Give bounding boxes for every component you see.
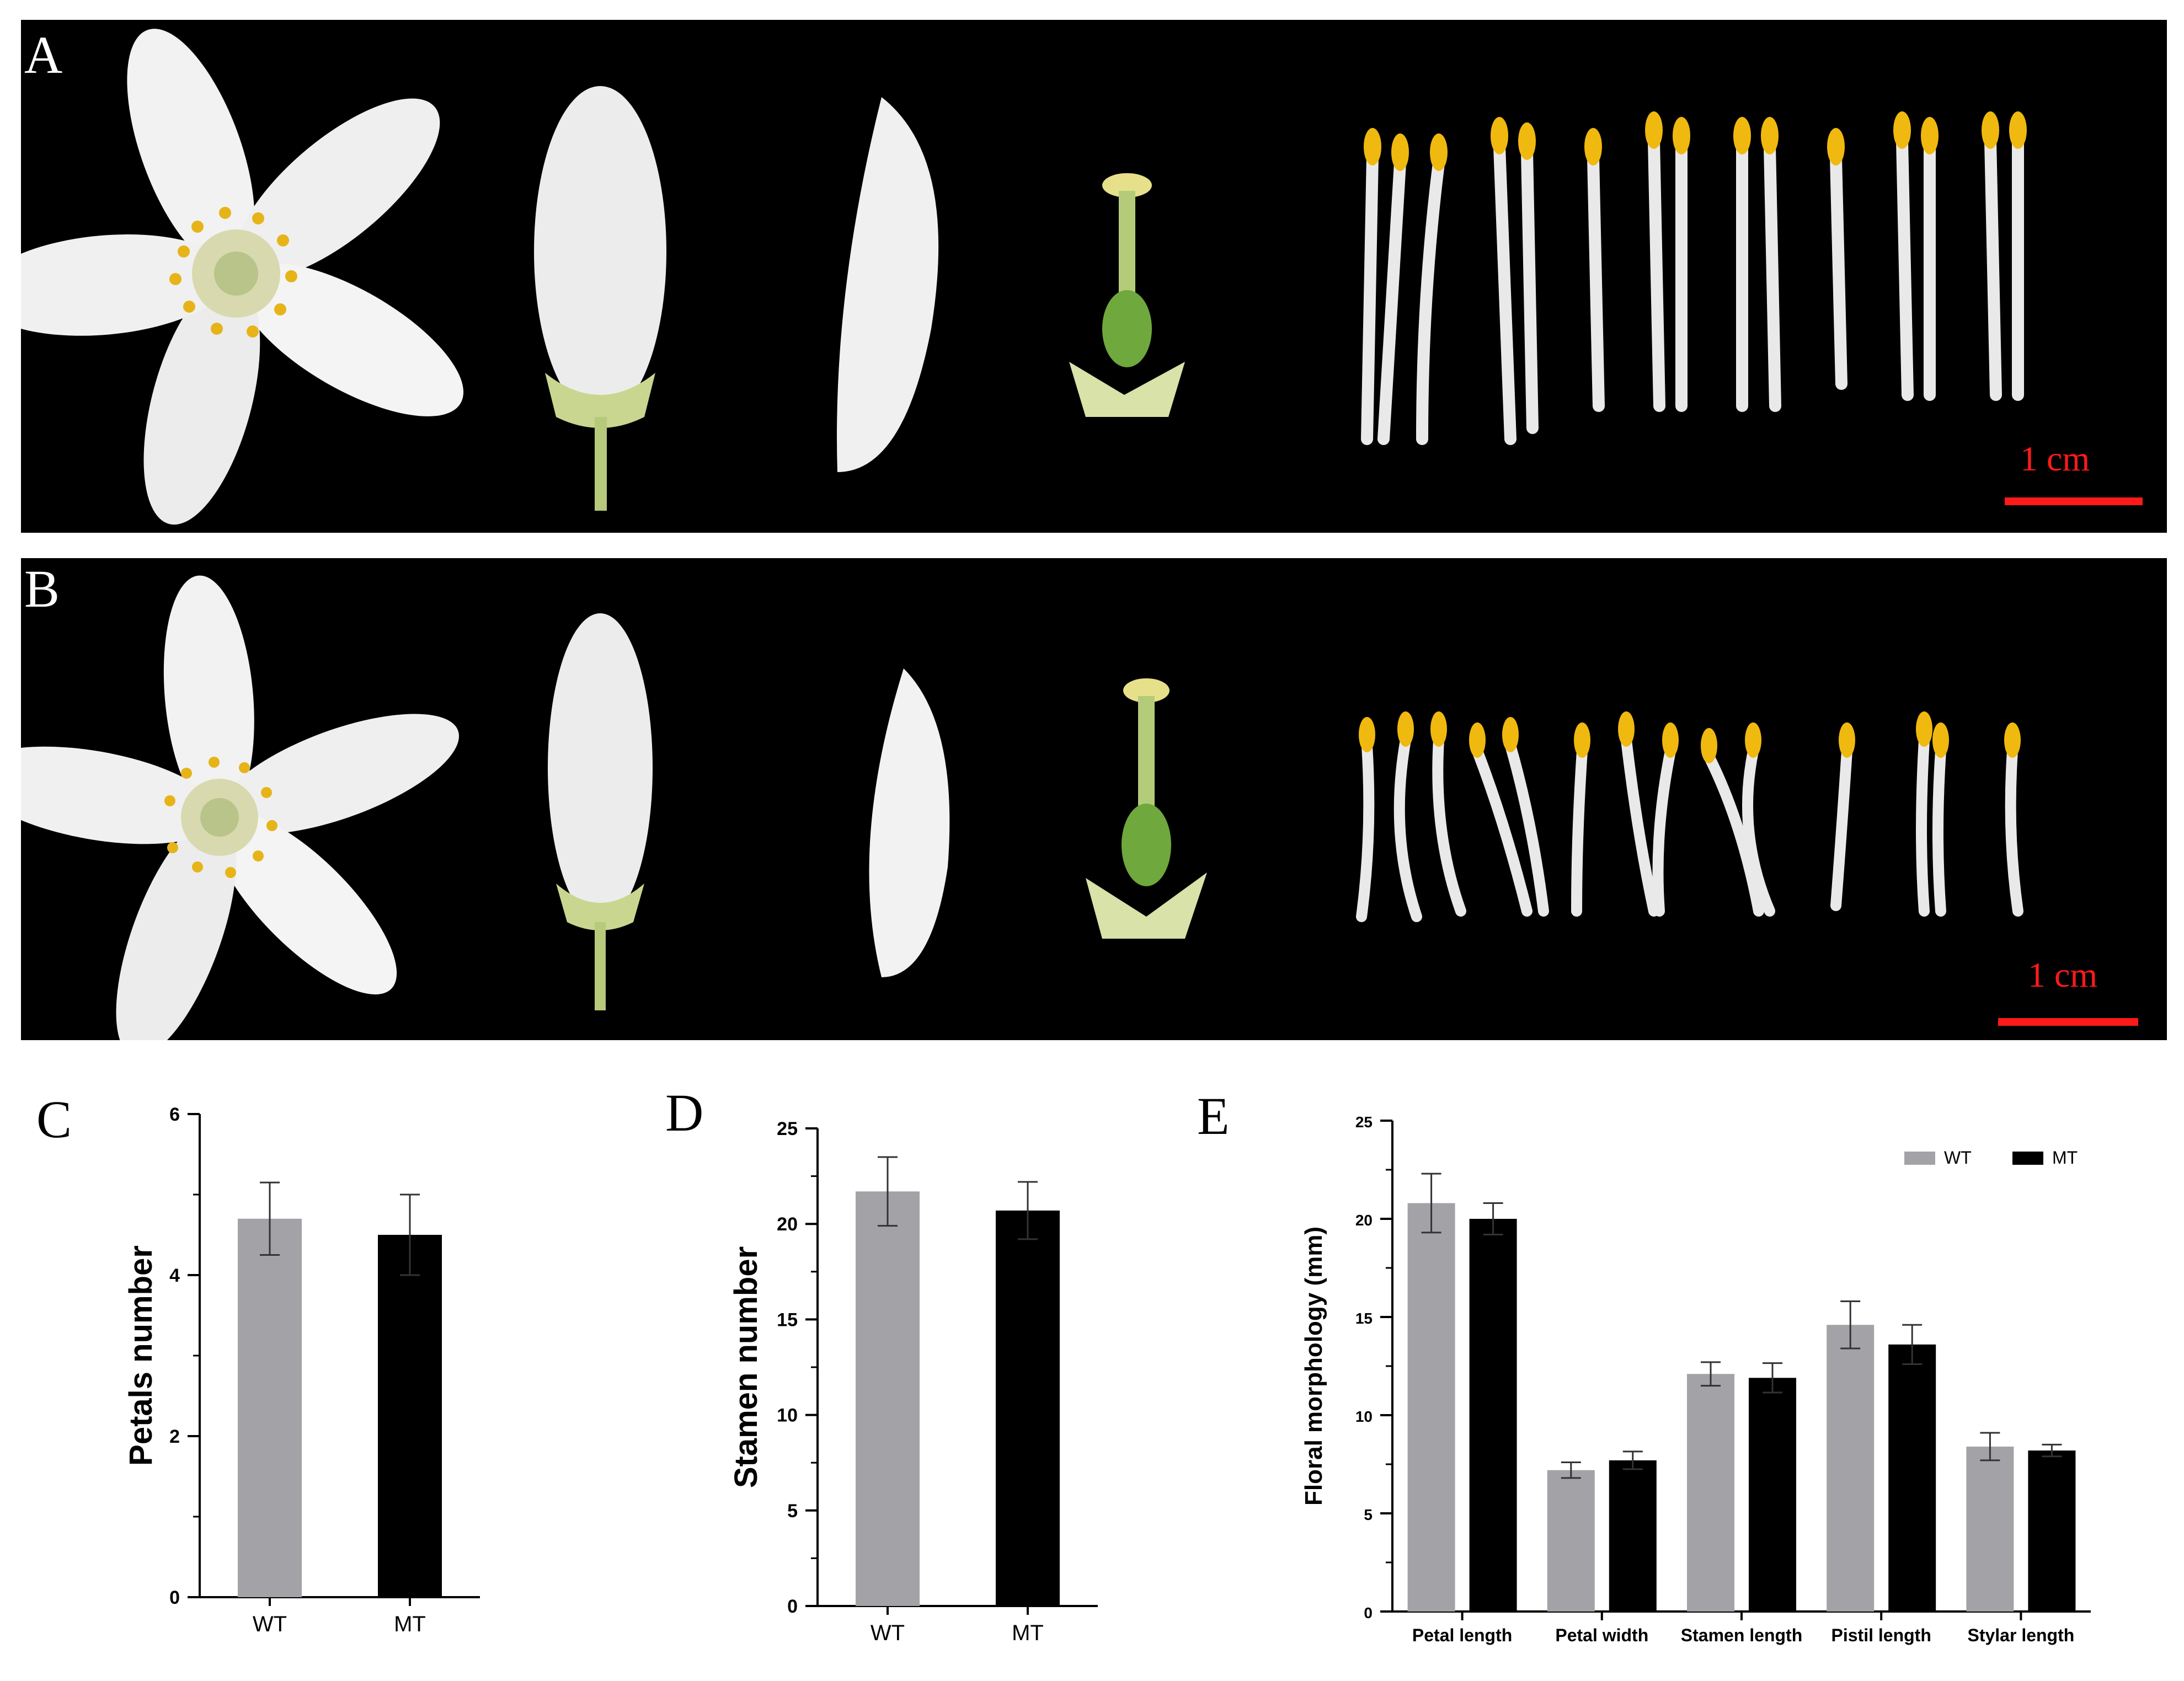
stamens-a: [1361, 135, 2024, 445]
y-tick-label: 20: [777, 1214, 798, 1235]
y-tick-label: 6: [169, 1104, 180, 1125]
photo-strip-a: [21, 20, 2167, 533]
x-tick-label: Petal width: [1555, 1625, 1648, 1645]
y-tick-label: 0: [169, 1587, 180, 1608]
bar: [1469, 1219, 1517, 1612]
whole-flower-a: [21, 29, 464, 525]
y-tick-label: 5: [1364, 1506, 1373, 1523]
y-tick-label: 10: [1355, 1408, 1373, 1425]
stamens-b: [1356, 735, 2023, 922]
legend-swatch: [2012, 1152, 2043, 1165]
bar: [1966, 1446, 2014, 1612]
x-tick-label: WT: [253, 1612, 287, 1636]
scale-label-b: 1 cm: [2028, 955, 2098, 994]
y-tick-label: 25: [777, 1118, 798, 1139]
scale-label-a: 1 cm: [2020, 439, 2090, 478]
x-tick-label: Petal length: [1412, 1625, 1512, 1645]
bar: [1609, 1460, 1657, 1612]
bar: [2028, 1450, 2076, 1612]
flower-parts-illustration-a: [21, 29, 2027, 525]
photo-strip-b: [21, 558, 2167, 1040]
bar: [378, 1235, 442, 1597]
bar: [996, 1210, 1060, 1606]
bar: [1888, 1344, 1936, 1612]
y-tick-label: 15: [1355, 1310, 1373, 1327]
bar: [1687, 1374, 1734, 1612]
x-tick-label: Pistil length: [1831, 1625, 1931, 1645]
flower-bud-b: [548, 613, 653, 1010]
bar: [238, 1218, 302, 1597]
bar: [1547, 1470, 1595, 1612]
whole-flower-b: [21, 575, 459, 1040]
y-axis-label: Floral morphology (mm): [1300, 1227, 1327, 1506]
x-tick-label: MT: [394, 1612, 426, 1636]
y-tick-label: 5: [787, 1501, 798, 1522]
x-tick-label: WT: [871, 1621, 905, 1645]
y-tick-label: 0: [1364, 1604, 1373, 1621]
y-tick-label: 20: [1355, 1212, 1373, 1229]
panel-letter-d: D: [665, 1083, 704, 1142]
pistil-b: [1086, 678, 1207, 939]
legend-label: MT: [2052, 1148, 2078, 1168]
single-petal-b: [869, 668, 950, 977]
x-tick-label: Stylar length: [1967, 1625, 2074, 1645]
y-tick-label: 25: [1355, 1113, 1373, 1131]
legend-swatch: [1904, 1152, 1935, 1165]
y-axis-label: Stamen number: [728, 1246, 764, 1488]
bar: [1407, 1203, 1455, 1612]
y-tick-label: 4: [169, 1265, 180, 1286]
panel-letter-c: C: [36, 1090, 72, 1149]
bar: [1749, 1378, 1796, 1612]
x-tick-label: MT: [1012, 1621, 1044, 1645]
panel-letter-a: A: [24, 25, 63, 84]
y-tick-label: 15: [777, 1309, 798, 1330]
bar: [1827, 1325, 1875, 1612]
x-tick-label: Stamen length: [1681, 1625, 1802, 1645]
y-tick-label: 0: [787, 1596, 798, 1617]
y-tick-label: 10: [777, 1405, 798, 1426]
legend-label: WT: [1944, 1148, 1972, 1168]
scale-bar-a: [2005, 497, 2143, 505]
single-petal-a: [837, 97, 939, 472]
pistil-a: [1069, 173, 1185, 417]
flower-parts-illustration-b: [21, 575, 2023, 1040]
panel-letter-e: E: [1197, 1086, 1230, 1145]
bar: [856, 1191, 920, 1606]
scale-bar-b: [1998, 1018, 2138, 1026]
y-tick-label: 2: [169, 1426, 180, 1447]
flower-bud-a: [534, 86, 666, 511]
panel-letter-b: B: [24, 559, 60, 618]
y-axis-label: Petals number: [123, 1245, 159, 1466]
